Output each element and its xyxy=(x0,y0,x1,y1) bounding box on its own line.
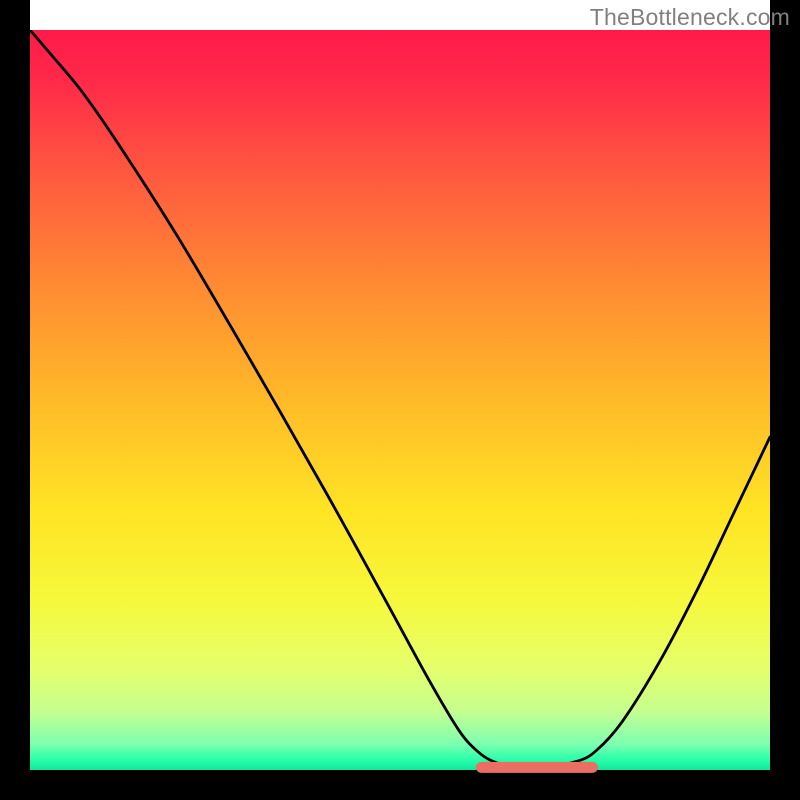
plot-background-gradient xyxy=(30,30,770,770)
chart-stage: TheBottleneck.com xyxy=(0,0,800,800)
right-black-strip xyxy=(770,0,800,800)
bottom-black-strip xyxy=(0,770,800,800)
watermark-text: TheBottleneck.com xyxy=(590,4,790,31)
bottleneck-chart xyxy=(0,0,800,800)
left-black-strip xyxy=(0,0,30,800)
